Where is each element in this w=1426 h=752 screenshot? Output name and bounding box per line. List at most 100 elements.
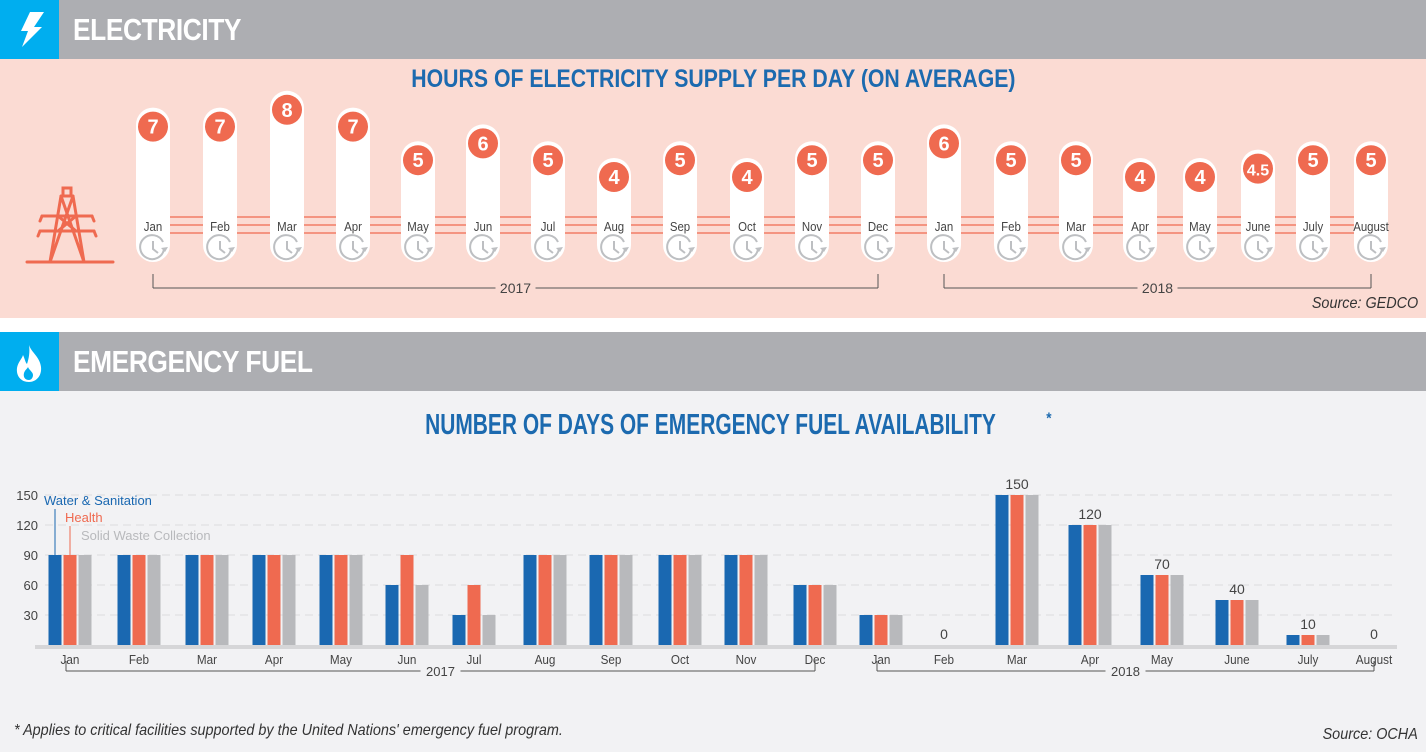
bar-health [604, 555, 618, 645]
x-tick-label: May [1151, 652, 1174, 667]
electricity-month: 5 Sep [663, 141, 697, 262]
y-tick-label: 120 [16, 518, 38, 533]
value-label: 7 [214, 117, 225, 139]
x-tick-label: Apr [265, 652, 283, 667]
x-tick-label: Jun [398, 652, 417, 667]
clock-icon [273, 234, 302, 261]
value-label: 5 [1070, 150, 1081, 172]
bar-water-sanitation [1215, 600, 1229, 645]
clock-icon [1186, 234, 1215, 261]
value-badge [863, 145, 893, 176]
month-label: June [1246, 219, 1271, 234]
pill [136, 107, 170, 262]
electricity-month: 6 Jan [927, 124, 961, 263]
electricity-chart-title: HOURS OF ELECTRICITY SUPPLY PER DAY (ON … [0, 65, 1426, 94]
bar-group [319, 555, 363, 645]
x-tick-label: Apr [1081, 652, 1099, 667]
month-label: May [1189, 219, 1211, 234]
month-label: Apr [1131, 219, 1149, 234]
month-label: Aug [604, 219, 625, 234]
bar-water-sanitation [724, 555, 738, 645]
value-badge [929, 128, 959, 159]
bar-water-sanitation [452, 615, 466, 645]
year-label: 2018 [1111, 664, 1140, 679]
value-badge [338, 111, 368, 142]
value-badge [1243, 153, 1273, 184]
electricity-month: 4 Oct [730, 158, 764, 262]
electricity-month: 5 Jul [531, 141, 565, 262]
bar-group [1286, 635, 1330, 645]
x-tick-label: Feb [129, 652, 149, 667]
data-label: 150 [1005, 476, 1029, 492]
bar-health [874, 615, 888, 645]
electricity-month: 5 Mar [1059, 141, 1093, 262]
bar-solid-waste-collection [482, 615, 496, 645]
bar-health [739, 555, 753, 645]
bar-group [1068, 525, 1112, 645]
clock-icon [1062, 234, 1091, 261]
value-label: 5 [806, 150, 817, 172]
value-badge [797, 145, 827, 176]
bar-health [1155, 575, 1169, 645]
bar-solid-waste-collection [415, 585, 429, 645]
value-badge [1061, 145, 1091, 176]
month-label: Mar [277, 219, 297, 234]
x-tick-label: Dec [805, 652, 826, 667]
clock-icon [864, 234, 893, 261]
bar-solid-waste-collection [349, 555, 363, 645]
electricity-month: 4 May [1183, 158, 1217, 262]
electricity-source: Source: GEDCO [1311, 295, 1418, 312]
electricity-month: 6 Jun [466, 124, 500, 263]
value-badge [1185, 162, 1215, 192]
bar-water-sanitation [185, 555, 199, 645]
bar-solid-waste-collection [619, 555, 633, 645]
bar-health [673, 555, 687, 645]
y-tick-label: 150 [16, 488, 38, 503]
bar-group [724, 555, 768, 645]
bar-group [48, 555, 92, 645]
bar-health [538, 555, 552, 645]
bar-solid-waste-collection [1098, 525, 1112, 645]
bar-solid-waste-collection [823, 585, 837, 645]
bar-health [267, 555, 281, 645]
month-label: Jul [541, 219, 556, 234]
clock-icon [798, 234, 827, 261]
bar-health [63, 555, 77, 645]
bar-water-sanitation [1286, 635, 1300, 645]
bar-solid-waste-collection [754, 555, 768, 645]
data-label: 70 [1154, 556, 1170, 572]
value-badge [468, 128, 498, 159]
month-label: Nov [802, 219, 823, 234]
bar-water-sanitation [995, 495, 1009, 645]
bar-water-sanitation [658, 555, 672, 645]
bar-group [185, 555, 229, 645]
pill [203, 107, 237, 262]
month-label: Jan [144, 219, 163, 234]
electricity-month: 7 Jan [136, 107, 170, 262]
data-label: 0 [940, 626, 948, 642]
bar-water-sanitation [48, 555, 62, 645]
bar-solid-waste-collection [1025, 495, 1039, 645]
value-label: 5 [542, 150, 553, 172]
legend-label: Solid Waste Collection [81, 528, 211, 543]
year-label: 2017 [500, 280, 531, 296]
bar-health [200, 555, 214, 645]
value-label: 7 [147, 117, 158, 139]
power-tower-icon [25, 186, 115, 264]
value-badge [138, 111, 168, 142]
clock-icon [534, 234, 563, 261]
pill [466, 124, 500, 263]
title-asterisk: * [1046, 410, 1052, 428]
pill [927, 124, 961, 263]
x-tick-label: Sep [601, 652, 622, 667]
clock-icon [1357, 234, 1386, 261]
legend-item: Health [65, 510, 103, 555]
bar-water-sanitation [252, 555, 266, 645]
value-badge [665, 145, 695, 176]
bar-solid-waste-collection [78, 555, 92, 645]
bar-solid-waste-collection [1170, 575, 1184, 645]
month-label: Mar [1066, 219, 1086, 234]
electricity-header: ELECTRICITY [0, 0, 1426, 59]
month-label: Jan [935, 219, 954, 234]
value-label: 6 [938, 133, 949, 155]
